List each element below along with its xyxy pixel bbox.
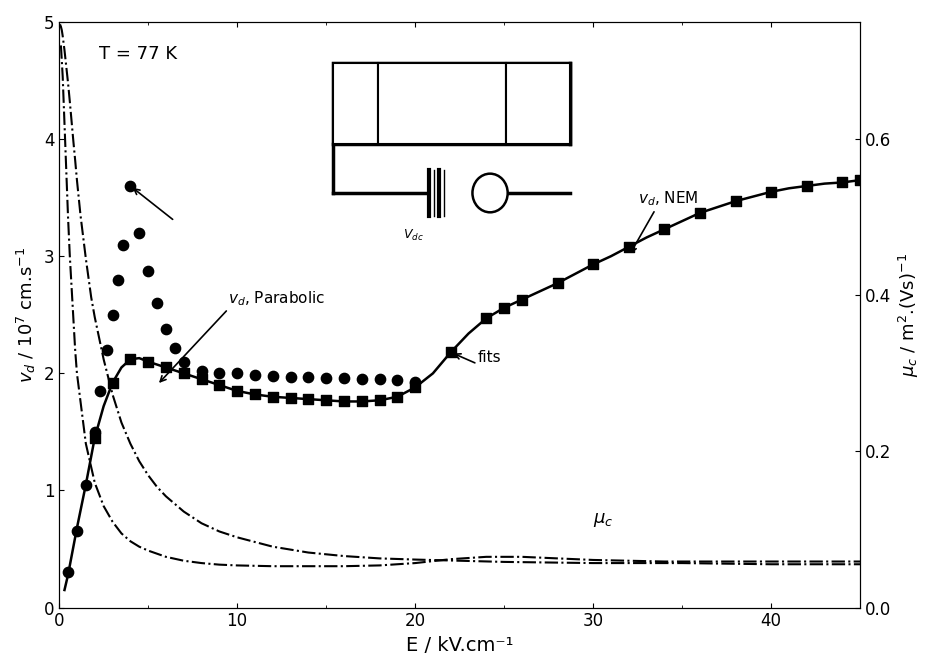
Point — [728, 196, 743, 206]
Point — [265, 391, 280, 402]
Point — [479, 313, 494, 324]
Point — [61, 567, 76, 578]
Point — [140, 356, 155, 367]
Point — [116, 239, 131, 250]
Point — [79, 479, 94, 490]
Point — [110, 274, 125, 285]
Point — [336, 373, 351, 383]
Point — [336, 396, 351, 407]
Point — [247, 389, 262, 400]
Point — [69, 526, 84, 537]
Point — [497, 302, 512, 313]
Point — [140, 266, 155, 277]
Point — [586, 259, 601, 270]
Point — [300, 394, 315, 405]
Point — [354, 396, 369, 407]
Y-axis label: $v_d$ / 10$^7$ cm.s$^{-1}$: $v_d$ / 10$^7$ cm.s$^{-1}$ — [15, 247, 38, 383]
Point — [132, 227, 147, 238]
Y-axis label: $\mu_c$ / m$^2$.(Vs)$^{-1}$: $\mu_c$ / m$^2$.(Vs)$^{-1}$ — [897, 253, 921, 377]
Point — [318, 395, 333, 405]
Text: T = 77 K: T = 77 K — [99, 46, 177, 64]
Point — [212, 380, 227, 391]
Point — [176, 368, 191, 379]
Point — [799, 181, 814, 192]
Point — [123, 181, 138, 192]
Point — [158, 324, 173, 334]
Point — [194, 374, 209, 385]
Point — [87, 427, 102, 438]
Point — [853, 175, 868, 186]
Point — [550, 278, 565, 289]
Point — [150, 297, 165, 308]
Point — [194, 366, 209, 377]
Point — [176, 356, 191, 367]
Point — [283, 371, 298, 382]
Point — [354, 374, 369, 385]
Point — [123, 354, 138, 364]
Point — [87, 432, 102, 443]
Point — [283, 393, 298, 403]
X-axis label: E / kV.cm⁻¹: E / kV.cm⁻¹ — [406, 636, 513, 655]
Point — [408, 382, 423, 393]
Point — [389, 375, 404, 386]
Text: $v_{d}$, NEM: $v_{d}$, NEM — [637, 190, 698, 208]
Point — [265, 371, 280, 381]
Point — [408, 376, 423, 387]
Point — [247, 369, 262, 380]
Point — [693, 208, 708, 218]
Point — [229, 368, 244, 379]
Point — [93, 385, 108, 396]
Point — [444, 347, 459, 358]
Text: fits: fits — [477, 350, 501, 364]
Point — [372, 374, 387, 385]
Point — [105, 310, 120, 320]
Text: $v_{d}$, Parabolic: $v_{d}$, Parabolic — [228, 289, 326, 308]
Text: $\mu_c$: $\mu_c$ — [593, 511, 614, 529]
Point — [657, 224, 672, 234]
Point — [622, 241, 636, 252]
Point — [158, 362, 173, 373]
Point — [212, 368, 227, 379]
Point — [100, 344, 115, 355]
Point — [835, 177, 850, 188]
Point — [318, 373, 333, 383]
Point — [168, 342, 183, 353]
Point — [105, 377, 120, 388]
Point — [515, 294, 530, 305]
Point — [372, 395, 387, 405]
Point — [764, 186, 779, 197]
Point — [300, 371, 315, 382]
Point — [389, 391, 404, 402]
Point — [229, 385, 244, 396]
